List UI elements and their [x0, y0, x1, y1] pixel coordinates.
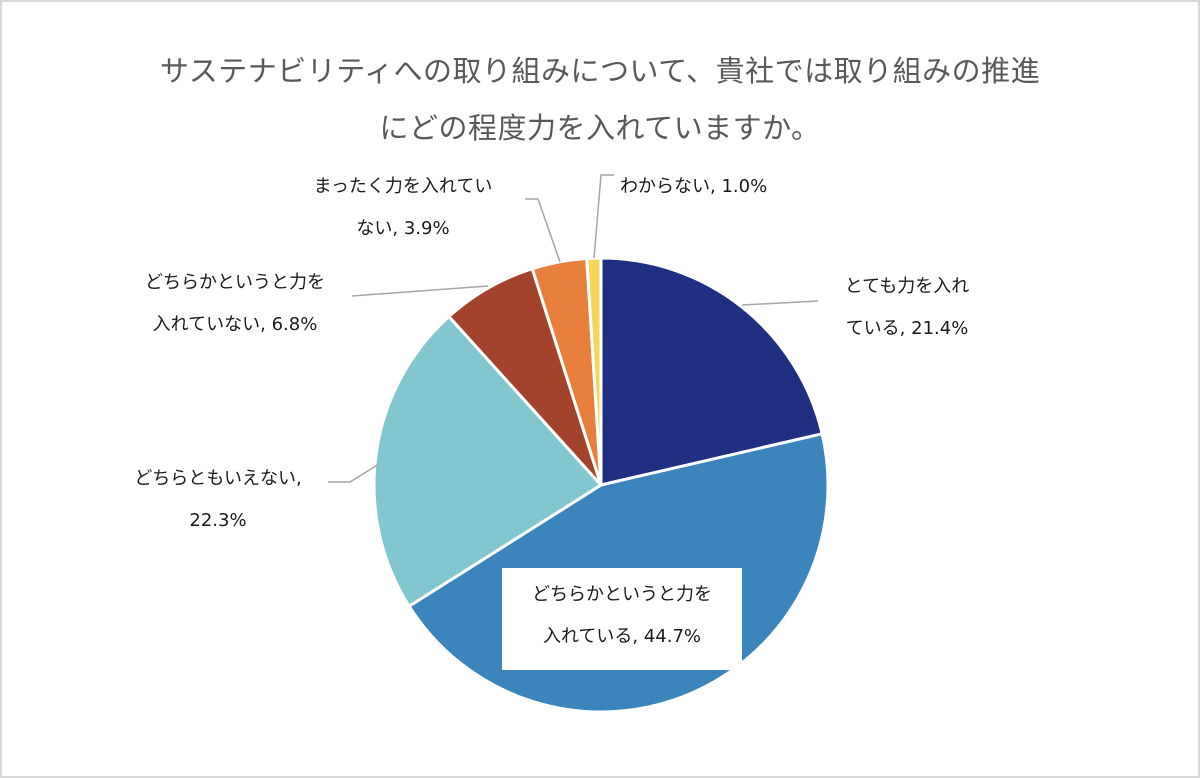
- leader-line-somewhat-not: [351, 285, 489, 297]
- leader-line-very-much: [741, 300, 819, 306]
- data-label-somewhat-not: どちらかというと力を 入れていない, 6.8%: [145, 272, 325, 335]
- data-label-dont-know: わからない, 1.0%: [620, 176, 768, 197]
- data-label-very-much: とても力を入れ ている, 21.4%: [844, 276, 970, 339]
- leader-line-not-at-all: [525, 198, 561, 263]
- data-label-neither: どちらともいえない, 22.3%: [134, 468, 302, 531]
- leader-lines: [328, 174, 819, 483]
- data-label-not-at-all: まったく力を入れてい ない, 3.9%: [313, 176, 493, 239]
- pie-slice-neither: [372, 315, 603, 608]
- leader-line-neither: [328, 463, 380, 483]
- chart-title-line-2: にどの程度力を入れていますか。: [379, 111, 821, 145]
- leader-line-dont-know: [593, 174, 614, 259]
- chart-title-line-1: サステナビリティへの取り組みについて、貴社では取り組みの推進: [159, 54, 1041, 88]
- pie-slice-very-much: [599, 256, 824, 487]
- data-label-somewhat: どちらかというと力を 入れている, 44.7%: [502, 568, 742, 670]
- pie-slice-dont-know: [585, 256, 603, 487]
